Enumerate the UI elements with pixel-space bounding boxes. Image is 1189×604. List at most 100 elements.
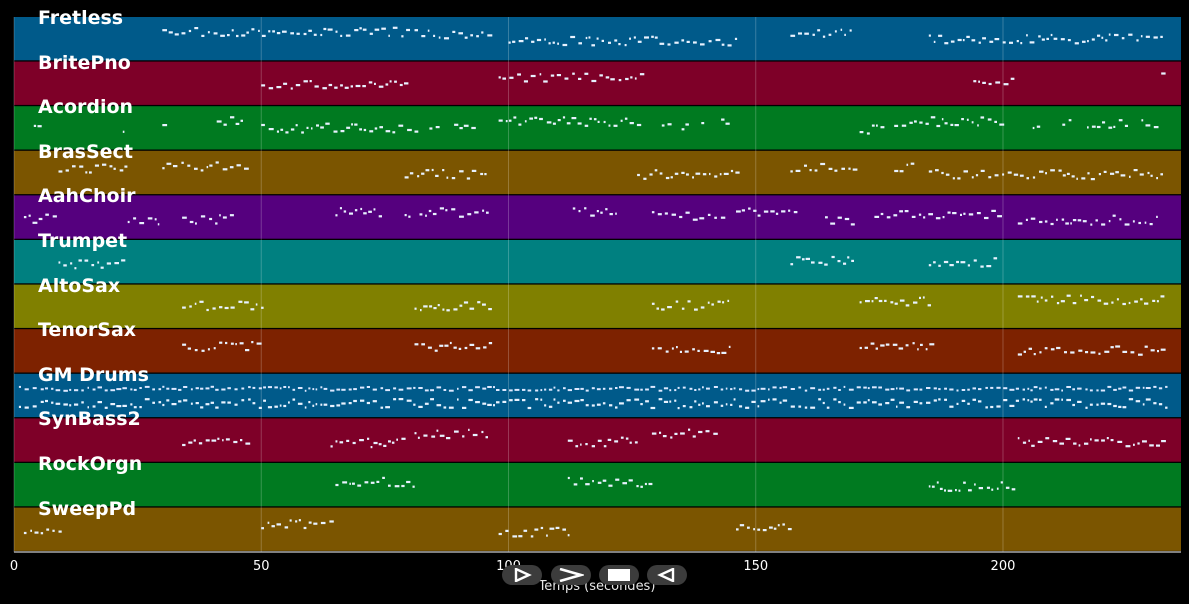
play-button[interactable] <box>502 565 542 585</box>
note <box>1140 35 1143 38</box>
note <box>643 177 647 180</box>
note <box>562 528 566 531</box>
note <box>1153 126 1159 129</box>
note <box>899 170 904 173</box>
note <box>459 127 463 130</box>
note <box>205 403 210 406</box>
note <box>1153 36 1158 39</box>
note <box>597 120 600 123</box>
track-label: SweepPd <box>38 497 137 520</box>
note <box>419 213 423 216</box>
note <box>474 211 479 214</box>
stop-button[interactable] <box>599 565 639 585</box>
note <box>702 402 704 405</box>
note <box>941 171 944 175</box>
note <box>658 389 663 392</box>
note <box>285 131 289 134</box>
note <box>1130 351 1135 354</box>
note <box>437 304 440 307</box>
note <box>1097 299 1102 302</box>
note <box>856 386 861 389</box>
note <box>790 34 796 37</box>
note <box>527 389 532 392</box>
note <box>615 212 617 215</box>
note <box>1066 386 1071 388</box>
note <box>602 402 606 405</box>
note <box>651 347 655 350</box>
note <box>1044 220 1048 223</box>
note <box>949 388 954 391</box>
note <box>1040 296 1043 299</box>
note <box>574 399 580 403</box>
note <box>698 388 701 391</box>
note <box>288 401 290 404</box>
note <box>423 305 428 308</box>
note <box>444 37 449 40</box>
note <box>720 404 724 407</box>
note <box>200 387 204 390</box>
note <box>493 386 495 389</box>
note <box>385 406 390 409</box>
note <box>1065 437 1071 440</box>
note <box>379 126 383 129</box>
note <box>385 389 390 392</box>
note <box>925 122 929 125</box>
note <box>804 406 808 409</box>
note <box>880 344 885 347</box>
note <box>980 169 985 172</box>
note <box>814 169 818 172</box>
note <box>695 172 701 175</box>
note <box>589 117 592 120</box>
note <box>852 168 858 171</box>
note <box>58 170 63 173</box>
note <box>956 260 959 264</box>
note <box>637 40 642 43</box>
note <box>843 403 846 406</box>
note <box>392 131 396 134</box>
note <box>308 401 311 404</box>
note <box>488 342 493 345</box>
note <box>681 39 685 42</box>
note <box>468 428 470 431</box>
note <box>622 482 627 485</box>
note <box>1005 486 1010 489</box>
note <box>1140 298 1143 301</box>
note <box>292 388 296 391</box>
note <box>221 388 226 391</box>
note <box>394 80 397 83</box>
note <box>1108 33 1111 36</box>
note <box>957 177 961 180</box>
note <box>329 520 334 523</box>
note <box>106 262 111 265</box>
note <box>407 128 412 132</box>
note <box>919 388 923 391</box>
note <box>694 389 697 391</box>
note <box>190 388 193 391</box>
note <box>248 386 251 389</box>
note <box>225 438 230 441</box>
note <box>540 398 543 401</box>
rewind-button[interactable] <box>647 565 687 585</box>
note <box>124 165 128 168</box>
note <box>280 128 284 131</box>
note <box>1091 38 1095 41</box>
note <box>938 388 941 391</box>
note <box>91 264 95 267</box>
note <box>425 214 427 217</box>
note <box>927 304 931 307</box>
fast-forward-button[interactable] <box>551 565 591 585</box>
note <box>344 86 349 89</box>
note <box>194 27 199 30</box>
note <box>716 352 721 355</box>
note <box>896 405 898 408</box>
note <box>1002 173 1005 176</box>
note <box>482 387 487 390</box>
note <box>615 478 620 481</box>
note <box>469 307 475 310</box>
note <box>546 121 552 124</box>
note <box>906 406 911 409</box>
note <box>206 308 209 312</box>
note <box>427 29 430 32</box>
note <box>162 29 167 32</box>
note <box>796 256 801 259</box>
